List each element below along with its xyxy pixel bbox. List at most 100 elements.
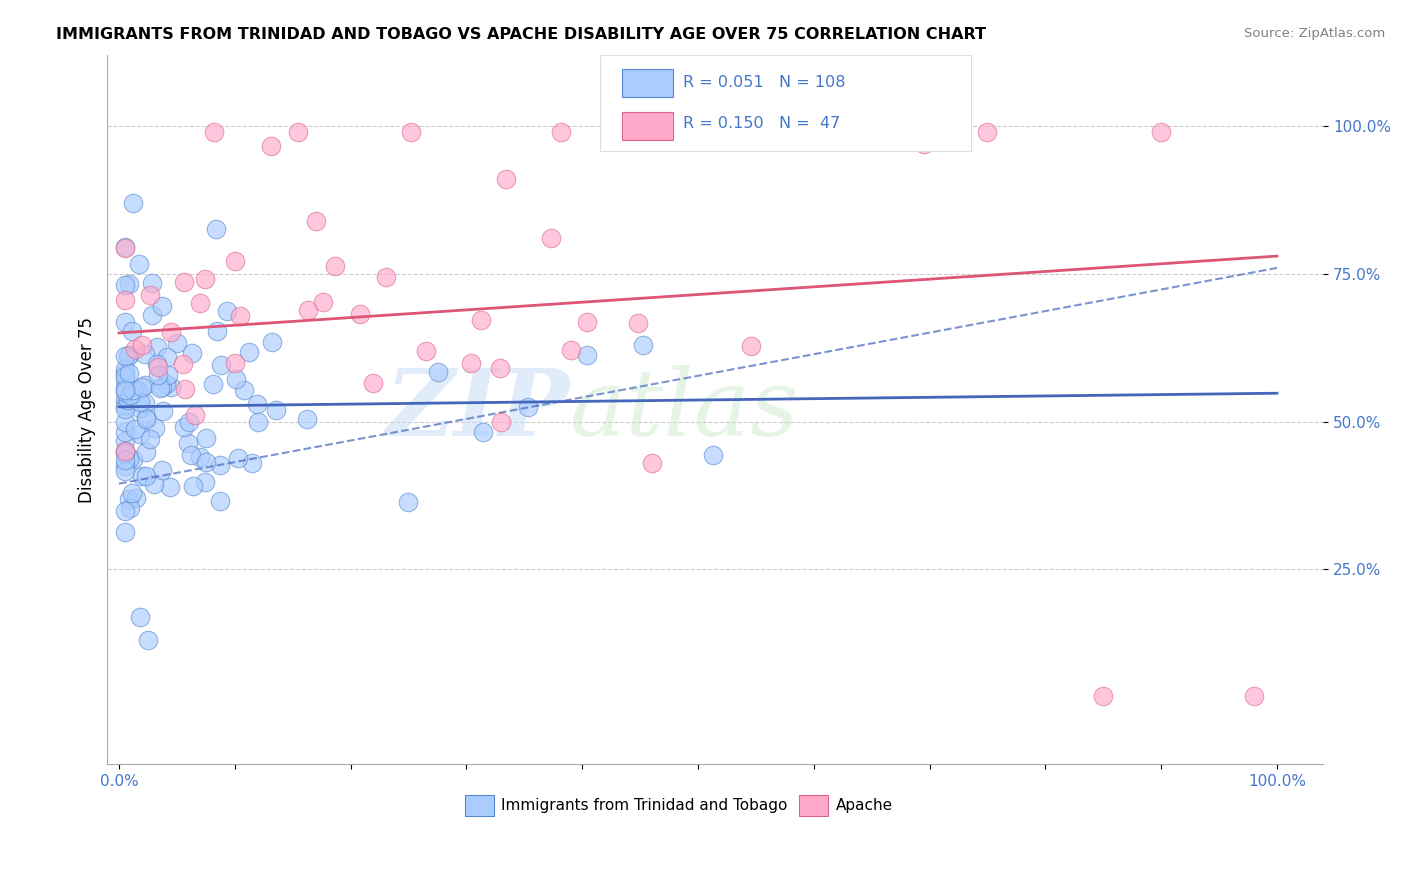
Point xyxy=(134,395,156,409)
FancyBboxPatch shape xyxy=(621,112,673,139)
Point xyxy=(173,275,195,289)
Point xyxy=(114,380,136,394)
Point xyxy=(125,491,148,505)
Point xyxy=(114,402,136,417)
FancyBboxPatch shape xyxy=(465,795,494,816)
Point xyxy=(396,495,419,509)
Point xyxy=(233,384,256,398)
Point xyxy=(114,415,136,429)
Point xyxy=(349,307,371,321)
Point xyxy=(124,342,146,356)
Point xyxy=(375,270,398,285)
Point xyxy=(181,479,204,493)
Point xyxy=(166,336,188,351)
Point xyxy=(627,316,650,330)
Point xyxy=(550,125,572,139)
FancyBboxPatch shape xyxy=(799,795,828,816)
Point xyxy=(155,376,177,391)
Point xyxy=(415,343,437,358)
Point xyxy=(114,453,136,467)
Point xyxy=(114,361,136,376)
Text: Immigrants from Trinidad and Tobago: Immigrants from Trinidad and Tobago xyxy=(502,798,787,814)
Point xyxy=(135,469,157,483)
Point xyxy=(131,380,153,394)
Point xyxy=(209,493,232,508)
Point xyxy=(114,400,136,414)
FancyBboxPatch shape xyxy=(621,70,673,97)
Point xyxy=(173,420,195,434)
Point xyxy=(114,384,136,398)
Point xyxy=(114,458,136,473)
Point xyxy=(136,633,159,648)
Point xyxy=(114,425,136,440)
Point xyxy=(149,381,172,395)
Point xyxy=(122,383,145,397)
Point xyxy=(118,491,141,506)
Point xyxy=(260,139,283,153)
Point xyxy=(117,349,139,363)
Point xyxy=(145,357,167,371)
Point xyxy=(128,401,150,416)
Point xyxy=(576,348,599,362)
Point xyxy=(135,412,157,426)
Point xyxy=(141,308,163,322)
Point xyxy=(114,504,136,518)
Point xyxy=(471,425,494,439)
Point xyxy=(139,288,162,302)
Point xyxy=(976,125,998,139)
Point xyxy=(1092,690,1115,704)
Point xyxy=(152,404,174,418)
Point xyxy=(640,456,662,470)
Point xyxy=(205,324,228,338)
Point xyxy=(247,416,270,430)
Point xyxy=(114,349,136,363)
Point xyxy=(159,325,181,339)
Point xyxy=(114,444,136,458)
Point xyxy=(121,388,143,402)
Point xyxy=(202,376,225,391)
Point xyxy=(121,324,143,338)
Point xyxy=(177,415,200,429)
Point xyxy=(1150,125,1173,139)
Text: R = 0.051   N = 108: R = 0.051 N = 108 xyxy=(682,75,845,90)
Point xyxy=(114,524,136,539)
Point xyxy=(114,444,136,458)
Point xyxy=(181,345,204,359)
Point xyxy=(399,125,422,139)
Point xyxy=(146,340,169,354)
Point xyxy=(135,409,157,424)
Point xyxy=(226,451,249,466)
Point xyxy=(121,452,143,467)
Point xyxy=(361,376,384,390)
Point xyxy=(224,356,246,370)
Point xyxy=(188,450,211,464)
Point xyxy=(180,448,202,462)
Point xyxy=(177,435,200,450)
Point xyxy=(131,338,153,352)
Point xyxy=(264,403,287,417)
FancyBboxPatch shape xyxy=(600,55,970,151)
Point xyxy=(427,365,450,379)
Point xyxy=(117,366,139,380)
Point xyxy=(517,400,540,414)
Point xyxy=(228,309,250,323)
Point xyxy=(297,412,319,426)
Point xyxy=(114,239,136,253)
Point xyxy=(631,338,654,352)
Point xyxy=(156,368,179,383)
Point xyxy=(159,380,181,394)
Y-axis label: Disability Age Over 75: Disability Age Over 75 xyxy=(79,317,96,503)
Point xyxy=(912,136,935,151)
Point xyxy=(238,344,260,359)
Point xyxy=(224,254,246,268)
Text: atlas: atlas xyxy=(569,365,799,455)
Point xyxy=(209,358,232,372)
Point xyxy=(114,293,136,307)
Point xyxy=(114,464,136,478)
Point xyxy=(129,426,152,441)
Point xyxy=(297,302,319,317)
Point xyxy=(114,278,136,293)
Point xyxy=(120,387,142,401)
Point xyxy=(121,485,143,500)
Point xyxy=(114,446,136,460)
